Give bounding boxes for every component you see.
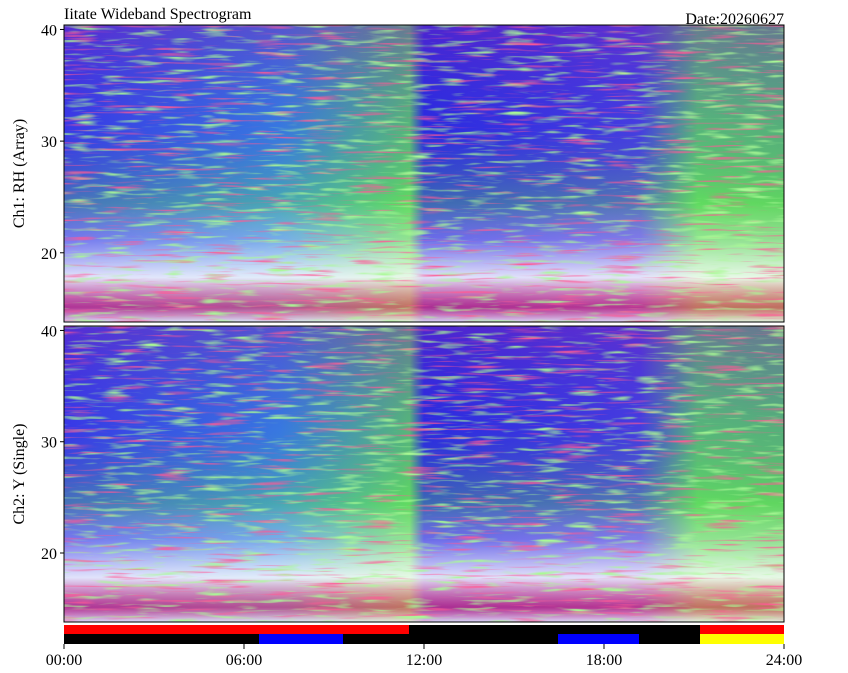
spectrogram-texture bbox=[64, 326, 784, 622]
y-axis-label: Ch1: RH (Array) bbox=[11, 119, 28, 228]
status-segment bbox=[409, 625, 700, 634]
y-tick-label: 40 bbox=[41, 22, 57, 39]
x-tick-label: 24:00 bbox=[766, 652, 802, 668]
status-segment bbox=[343, 634, 558, 644]
x-tick-label: 06:00 bbox=[226, 652, 262, 668]
panel-frame bbox=[63, 24, 785, 323]
status-segment bbox=[700, 625, 784, 634]
status-segment bbox=[700, 634, 784, 644]
panel-frame bbox=[63, 325, 785, 623]
y-tick-label: 30 bbox=[41, 435, 57, 452]
spectrogram-texture bbox=[64, 25, 784, 322]
x-tick-label: 12:00 bbox=[406, 652, 442, 668]
y-tick-label: 40 bbox=[41, 323, 57, 340]
x-tick-label: 18:00 bbox=[586, 652, 622, 668]
status-segment bbox=[558, 634, 639, 644]
date-label: Date:20260627 bbox=[685, 11, 784, 28]
y-axis-label: Ch2: Y (Single) bbox=[11, 423, 28, 524]
x-tick-label: 00:00 bbox=[46, 652, 82, 668]
status-segment bbox=[64, 634, 259, 644]
y-tick-label: 20 bbox=[41, 546, 57, 563]
y-tick-label: 20 bbox=[41, 246, 57, 263]
y-tick-label: 30 bbox=[41, 134, 57, 151]
status-segment bbox=[259, 634, 343, 644]
chart-title: Iitate Wideband Spectrogram bbox=[64, 6, 252, 23]
status-bars bbox=[64, 625, 784, 644]
status-segment bbox=[639, 634, 700, 644]
status-segment bbox=[64, 625, 409, 634]
